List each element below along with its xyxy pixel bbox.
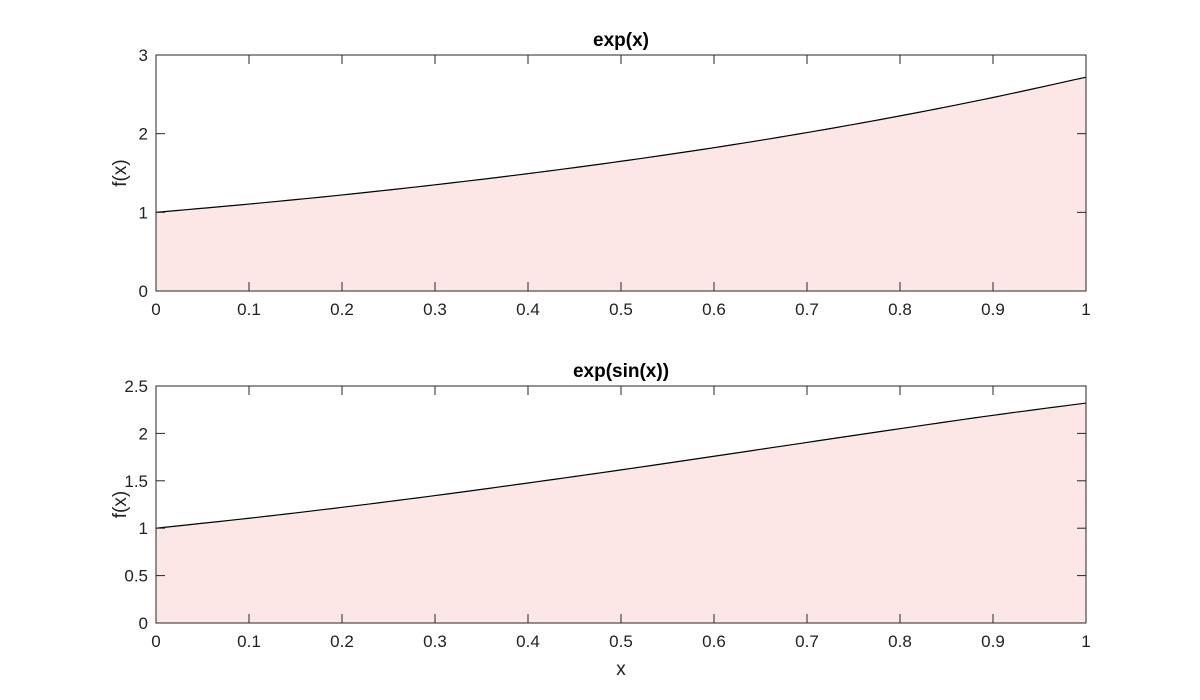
x-tick-label: 0.4 [516, 632, 540, 651]
area-fill [156, 403, 1086, 623]
x-tick-label: 0.8 [888, 632, 912, 651]
x-tick-label: 0 [151, 632, 160, 651]
y-tick-label: 2 [139, 125, 148, 144]
x-tick-label: 0.9 [981, 300, 1005, 319]
y-tick-label: 0.5 [124, 567, 148, 586]
x-tick-label: 1 [1081, 632, 1090, 651]
x-tick-label: 0.9 [981, 632, 1005, 651]
x-tick-label: 0 [151, 300, 160, 319]
x-tick-label: 1 [1081, 300, 1090, 319]
y-tick-label: 0 [139, 614, 148, 633]
y-tick-label: 2 [139, 424, 148, 443]
y-tick-label: 3 [139, 46, 148, 65]
x-tick-label: 0.6 [702, 632, 726, 651]
x-tick-label: 0.8 [888, 300, 912, 319]
x-tick-label: 0.4 [516, 300, 540, 319]
x-tick-label: 0.1 [237, 300, 261, 319]
x-tick-label: 0.7 [795, 300, 819, 319]
y-tick-label: 0 [139, 282, 148, 301]
area-fill [156, 77, 1086, 292]
y-tick-label: 1 [139, 203, 148, 222]
x-tick-label: 0.5 [609, 632, 633, 651]
x-axis-label: x [616, 659, 626, 680]
y-axis-label: f(x) [110, 159, 131, 186]
chart-title: exp(sin(x)) [573, 361, 669, 382]
x-tick-label: 0.2 [330, 632, 354, 651]
x-tick-label: 0.7 [795, 632, 819, 651]
chart-title: exp(x) [593, 30, 649, 51]
y-tick-label: 1 [139, 519, 148, 538]
y-axis-label: f(x) [110, 491, 131, 518]
x-tick-label: 0.3 [423, 300, 447, 319]
y-tick-label: 1.5 [124, 472, 148, 491]
series-line [155, 402, 1087, 529]
x-tick-label: 0.6 [702, 300, 726, 319]
bottom-subplot: 0 0.1 0.2 0.3 0.4 0.5 0.6 0.7 0.8 0.9 1 0 0.5 1 1.5 2 2.… [110, 361, 1091, 680]
top-subplot: 0 0.1 0.2 0.3 0.4 0.5 0.6 0.7 0.8 0.9 1 0 1 2 3 exp(x) f… [110, 30, 1091, 319]
series-line [155, 76, 1087, 213]
x-tick-label: 0.2 [330, 300, 354, 319]
x-tick-label: 0.5 [609, 300, 633, 319]
x-tick-label: 0.3 [423, 632, 447, 651]
y-tick-label: 2.5 [124, 377, 148, 396]
x-tick-label: 0.1 [237, 632, 261, 651]
